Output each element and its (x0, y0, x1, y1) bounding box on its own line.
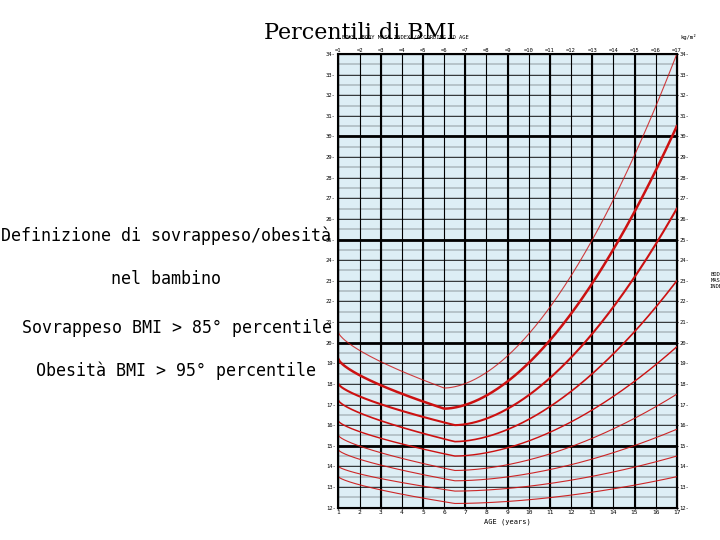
Text: Percentili di BMI: Percentili di BMI (264, 22, 456, 44)
Y-axis label: BODY
MASS
INDEX: BODY MASS INDEX (709, 273, 720, 289)
Text: BOYS, BODY MASS INDEX /ACCORDING TO AGE: BOYS, BODY MASS INDEX /ACCORDING TO AGE (342, 36, 469, 40)
X-axis label: AGE (years): AGE (years) (485, 518, 531, 525)
Text: nel bambino: nel bambino (111, 270, 220, 288)
Text: Definizione di sovrappeso/obesità: Definizione di sovrappeso/obesità (1, 227, 330, 245)
Text: Obesità BMI > 95° percentile: Obesità BMI > 95° percentile (36, 362, 316, 380)
Text: kg/m²: kg/m² (680, 35, 696, 40)
Text: Sovrappeso BMI > 85° percentile: Sovrappeso BMI > 85° percentile (22, 319, 332, 336)
